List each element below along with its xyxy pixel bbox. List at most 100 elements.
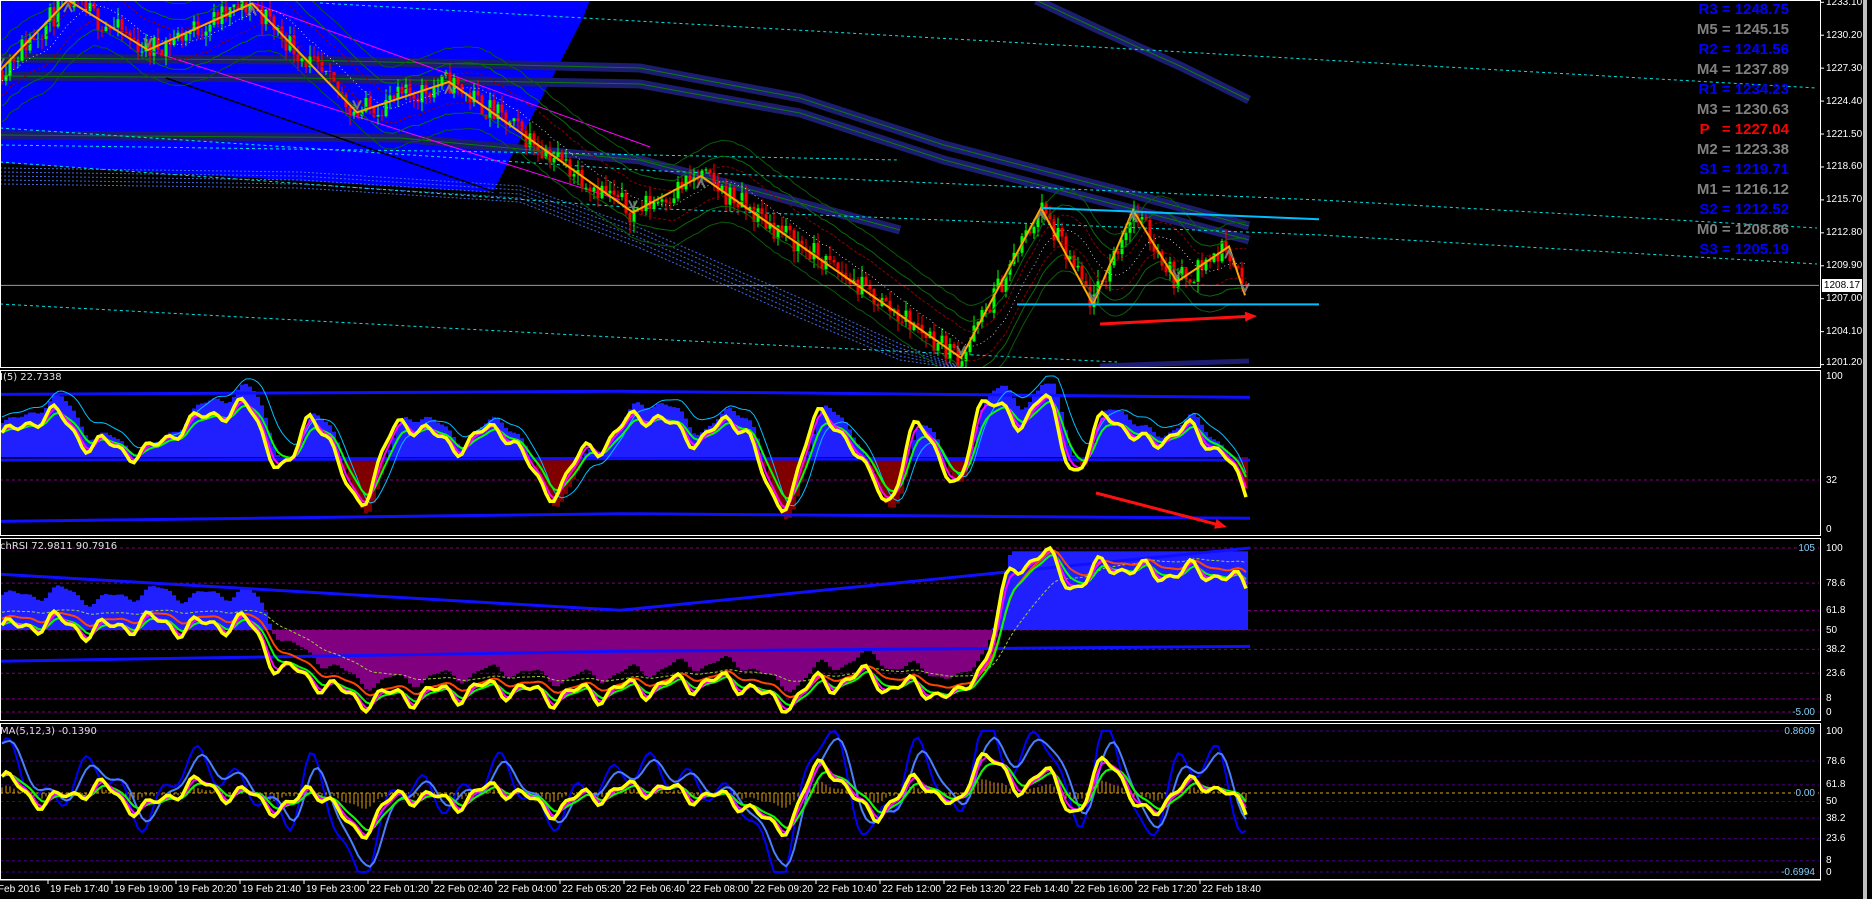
steelblue-line	[1, 736, 1247, 868]
histogram-bar	[1196, 551, 1200, 630]
pivot-levels-panel: R3 = 1248.75 M5 = 1245.15 R2 = 1241.56 M…	[1697, 0, 1789, 260]
candle-body	[1056, 227, 1060, 241]
channel-mid-line	[165, 77, 499, 194]
histogram-bar	[1168, 551, 1172, 630]
candle-body	[640, 208, 644, 212]
histogram-bar	[876, 457, 880, 484]
axis-label: 23.6	[1826, 833, 1846, 845]
candle-body	[116, 19, 120, 28]
candle-body	[632, 209, 636, 223]
candle-body	[596, 187, 600, 199]
histogram-bar	[316, 415, 320, 458]
histogram-bar	[484, 630, 488, 669]
histogram-bar	[336, 442, 340, 458]
candle-body	[156, 37, 160, 50]
candle-body	[1032, 226, 1036, 234]
histogram-bar	[1184, 419, 1188, 458]
candle-body	[852, 279, 856, 284]
histogram-bar	[500, 630, 504, 672]
candle-body	[220, 6, 224, 25]
band-lower	[0, 512, 1251, 523]
histogram-bar	[488, 630, 492, 666]
histogram-bar	[480, 630, 484, 670]
histogram-bar	[420, 630, 424, 684]
histogram-bar	[1000, 385, 1004, 458]
histogram-bar	[352, 630, 356, 675]
histogram-bar	[412, 630, 416, 688]
histogram-bar	[256, 596, 260, 630]
histogram-bar	[1172, 430, 1176, 458]
histogram-bar	[496, 630, 500, 667]
histogram-bar	[304, 630, 308, 650]
candle-body	[88, 3, 92, 12]
candle-body	[564, 159, 568, 161]
pivot-s3: S3 = 1205.19	[1699, 241, 1789, 258]
histogram-bar	[300, 630, 304, 648]
histogram-bar	[876, 630, 880, 661]
candle-body	[1164, 265, 1168, 273]
zigzag-arrow-marker	[696, 177, 706, 189]
histogram-bar	[1224, 449, 1228, 458]
histogram-bar	[740, 417, 744, 458]
histogram-bar	[1024, 407, 1028, 458]
candle-body	[192, 21, 196, 31]
candle-body	[272, 16, 276, 30]
histogram-bar	[628, 630, 632, 666]
axis-label: 78.6	[1826, 755, 1846, 767]
histogram-bar	[312, 630, 316, 659]
candle-body	[1068, 255, 1072, 260]
histogram-bar	[1160, 437, 1164, 458]
histogram-bar	[468, 439, 472, 458]
histogram-bar	[668, 630, 672, 666]
candle-body	[612, 190, 616, 195]
candle-body	[1084, 280, 1088, 287]
histogram-bar	[216, 592, 220, 630]
histogram-bar	[28, 412, 32, 458]
histogram-bar	[252, 390, 256, 458]
candle-body	[456, 78, 460, 85]
histogram-bar	[156, 587, 160, 630]
envelope-line	[1, 29, 1247, 367]
histogram-bar	[788, 630, 792, 693]
candle-body	[744, 192, 748, 210]
candle-body	[664, 199, 668, 203]
histogram-bar	[780, 457, 784, 514]
histogram-bar	[316, 630, 320, 665]
candle-body	[208, 24, 212, 32]
histogram-bar	[1172, 551, 1176, 630]
histogram-bar	[0, 594, 4, 630]
histogram-bar	[664, 630, 668, 668]
candle-body	[896, 309, 900, 322]
histogram-bar	[4, 419, 8, 458]
histogram-bar	[732, 410, 736, 458]
candle-body	[736, 203, 740, 208]
histogram-bar	[804, 457, 808, 468]
histogram-bar	[260, 602, 264, 630]
candle-body	[524, 130, 528, 148]
candle-body	[360, 111, 364, 116]
histogram-bar	[628, 409, 632, 458]
histogram-bar	[1064, 551, 1068, 630]
histogram-bar	[1096, 551, 1100, 630]
candle-body	[688, 175, 692, 182]
candle-body	[104, 26, 108, 32]
histogram-bar	[336, 630, 340, 666]
histogram-bar	[540, 457, 544, 479]
histogram-bar	[652, 406, 656, 458]
histogram-bar	[100, 595, 104, 630]
candle-body	[460, 84, 464, 94]
ma-band-line	[0, 75, 1250, 241]
candle-body	[236, 4, 240, 11]
histogram-bar	[860, 449, 864, 458]
histogram-bar	[280, 630, 284, 642]
scrollbar[interactable]	[1863, 0, 1867, 899]
histogram-bar	[172, 595, 176, 630]
candle-body	[604, 185, 608, 194]
histogram-bar	[436, 630, 440, 674]
candle-body	[1184, 267, 1188, 280]
candle-body	[1208, 259, 1212, 262]
histogram-bar	[236, 591, 240, 630]
histogram-bar	[1180, 424, 1184, 458]
candle-body	[8, 59, 12, 76]
